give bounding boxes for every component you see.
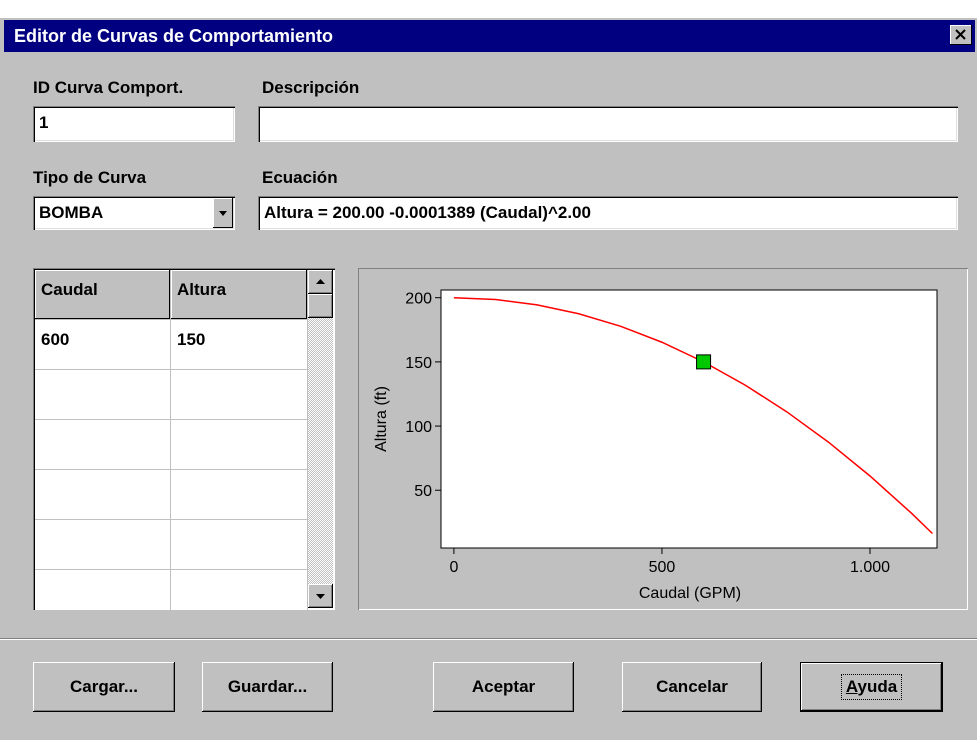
description-input[interactable] (258, 106, 958, 142)
scroll-up[interactable] (308, 270, 333, 294)
cell[interactable] (35, 370, 171, 420)
cell[interactable] (171, 470, 308, 520)
point (696, 354, 712, 370)
cell[interactable]: 150 (171, 320, 308, 370)
y-tick-label: 150 (405, 355, 432, 372)
dropdown-arrow (219, 211, 227, 216)
dialog: Editor de Curvas de Comportamiento ID Cu… (0, 18, 977, 740)
y-tick-label: 200 (405, 291, 432, 308)
column-header: Altura (171, 270, 308, 320)
cell[interactable] (35, 520, 171, 570)
cancel-button[interactable]: Cancelar (622, 662, 762, 712)
scroll-thumb[interactable] (308, 294, 333, 318)
data-grid[interactable]: Caudal Altura 600 150 (33, 268, 335, 610)
type-label: Tipo de Curva (33, 168, 147, 187)
help-button[interactable]: Ayuda (800, 662, 943, 712)
type-value: BOMBA (39, 203, 104, 222)
cell[interactable] (35, 420, 171, 470)
arrow-icon (316, 594, 325, 599)
description-label: Descripción (262, 78, 360, 97)
plot-area (440, 289, 938, 549)
id-input[interactable]: 1 (33, 106, 235, 142)
x-tick-label: 0 (449, 559, 458, 576)
cell[interactable]: 600 (35, 320, 171, 370)
save-button[interactable]: Guardar... (202, 662, 333, 712)
title-bar: Editor de Curvas de Comportamiento (4, 20, 975, 52)
ok-button[interactable]: Aceptar (433, 662, 574, 712)
load-button[interactable]: Cargar... (33, 662, 175, 712)
x-axis-label: Caudal (GPM) (639, 585, 741, 602)
chart-panel: Caudal (GPM) Altura (ft) 50 100 150 200 0 500… (358, 268, 968, 610)
arrow-icon (316, 279, 325, 284)
close-button[interactable] (950, 25, 972, 45)
window-title: Editor de Curvas de Comportamiento (14, 26, 334, 46)
dropdown-button[interactable] (213, 198, 233, 228)
x-tick-label: 500 (649, 559, 676, 576)
help-label: Ayuda (840, 674, 903, 700)
close-icon (955, 29, 966, 40)
cell[interactable] (35, 570, 171, 610)
cell[interactable] (171, 370, 308, 420)
id-label: ID Curva Comport. (33, 78, 184, 97)
y-tick-label: 50 (414, 483, 432, 500)
cell[interactable] (171, 520, 308, 570)
y-tick-label: 100 (405, 419, 432, 436)
scrollbar[interactable] (308, 270, 333, 608)
column-header: Caudal (35, 270, 171, 320)
y-axis-label: Altura (ft) (373, 386, 390, 452)
equation-input[interactable]: Altura = 200.00 -0.0001389 (Caudal)^2.00 (258, 196, 958, 230)
cell[interactable] (171, 420, 308, 470)
cell[interactable] (35, 470, 171, 520)
equation-label: Ecuación (262, 168, 338, 187)
separator (0, 638, 977, 640)
cell[interactable] (171, 570, 308, 610)
type-combo[interactable]: BOMBA (33, 196, 235, 230)
chart: Caudal (GPM) Altura (ft) 50 100 150 200 0 500… (373, 289, 938, 602)
scroll-down[interactable] (308, 584, 333, 608)
x-tick-label: 1.000 (850, 559, 890, 576)
